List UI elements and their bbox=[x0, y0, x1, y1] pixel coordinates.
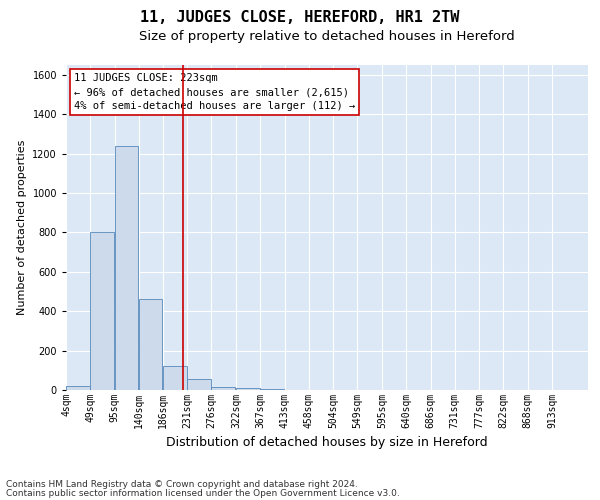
Bar bbox=[163, 366, 187, 390]
Bar bbox=[66, 386, 89, 390]
Text: 11 JUDGES CLOSE: 223sqm
← 96% of detached houses are smaller (2,615)
4% of semi-: 11 JUDGES CLOSE: 223sqm ← 96% of detache… bbox=[74, 73, 355, 111]
X-axis label: Distribution of detached houses by size in Hereford: Distribution of detached houses by size … bbox=[166, 436, 488, 450]
Title: Size of property relative to detached houses in Hereford: Size of property relative to detached ho… bbox=[139, 30, 515, 43]
Y-axis label: Number of detached properties: Number of detached properties bbox=[17, 140, 27, 315]
Bar bbox=[115, 146, 138, 390]
Bar bbox=[90, 232, 113, 390]
Text: 11, JUDGES CLOSE, HEREFORD, HR1 2TW: 11, JUDGES CLOSE, HEREFORD, HR1 2TW bbox=[140, 10, 460, 25]
Text: Contains HM Land Registry data © Crown copyright and database right 2024.: Contains HM Land Registry data © Crown c… bbox=[6, 480, 358, 489]
Bar bbox=[236, 388, 260, 390]
Bar bbox=[211, 387, 235, 390]
Bar bbox=[139, 300, 162, 390]
Bar bbox=[260, 389, 284, 390]
Bar bbox=[187, 379, 211, 390]
Text: Contains public sector information licensed under the Open Government Licence v3: Contains public sector information licen… bbox=[6, 489, 400, 498]
